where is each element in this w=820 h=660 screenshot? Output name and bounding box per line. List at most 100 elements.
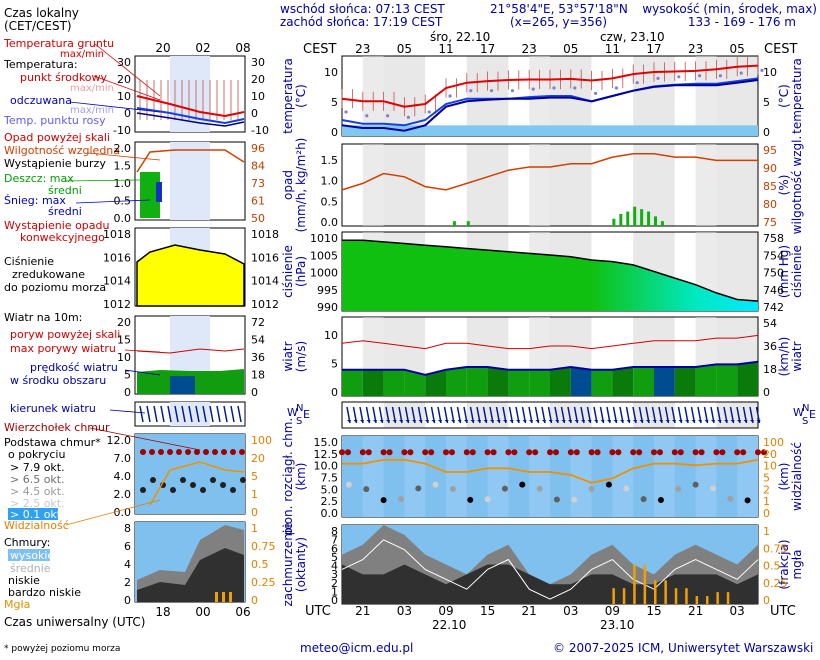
precip-bar — [466, 221, 470, 226]
felt-line — [341, 77, 759, 127]
cloud-tick-left: 5.0 — [321, 483, 339, 496]
wind-arrow-head — [516, 420, 520, 423]
mini-tick-left: 0 — [124, 386, 131, 399]
mini-cloud-base — [200, 487, 206, 493]
cloud-top-dot — [713, 449, 720, 456]
wind-arrow-head — [750, 420, 754, 423]
bottom-hour-label: 03 — [397, 604, 412, 618]
cloud-base-dot — [692, 481, 699, 488]
felt-dot — [739, 71, 743, 75]
wind-arrow-head — [373, 420, 377, 423]
felt-dot — [573, 86, 577, 90]
footer-email[interactable]: meteo@icm.edu.pl — [300, 641, 413, 655]
cc-tick-left: 5 — [331, 551, 338, 564]
wind-arrow-head — [522, 420, 527, 423]
legend-pointer — [87, 152, 161, 161]
felt-dot — [531, 87, 535, 91]
sky-band — [695, 436, 717, 517]
mini-wind-arrow — [209, 405, 214, 423]
footer-copyright: © 2007-2025 ICM, Uniwersytet Warszawski — [553, 641, 813, 655]
legend-pressure1: Ciśnienie — [4, 255, 54, 268]
pressure-tick-left: 1000 — [310, 267, 338, 280]
cloud-tick-left: 12.5 — [314, 448, 339, 461]
wind-arrow-head — [548, 420, 553, 423]
precip-tick-left: 0.5 — [321, 195, 339, 208]
sky-band — [446, 436, 467, 517]
night-band — [362, 144, 384, 226]
legend-dew: Temp. punktu rosy — [3, 114, 106, 127]
axis-title-left: zachmurzenie — [281, 522, 295, 606]
wind-area — [633, 367, 654, 396]
legend-wind-dir: kierunek wiatru — [10, 402, 96, 415]
wind-arrow-head — [646, 420, 650, 423]
time-band — [466, 56, 509, 136]
sky-band — [487, 436, 509, 517]
compass-n: N — [296, 403, 303, 414]
legend-rain-mid: średni — [48, 184, 82, 197]
mini-pressure — [136, 244, 245, 307]
legend-storm: Wystąpienie burzy — [4, 157, 106, 170]
wind-arrow-head — [698, 420, 702, 423]
wind-arrow-head — [737, 420, 741, 423]
axis-title-left-unit: (km) — [294, 462, 308, 490]
mini-bottom-hour: 06 — [235, 605, 250, 619]
mini-tick-left: 1018 — [103, 228, 131, 241]
top-hour-label: 11 — [438, 42, 453, 56]
mini-top-hour: 08 — [235, 41, 250, 55]
panel-tick-labels: 105010501.51.00.50.095908580751010100510… — [310, 66, 788, 607]
wind-arrow-head — [568, 420, 572, 423]
mini-tick-left: 15 — [117, 334, 131, 347]
visibility-tick-right: 100 — [763, 436, 784, 449]
mini-wind-blue — [170, 376, 195, 394]
precip-bar — [654, 216, 657, 226]
wind-arrow-head — [717, 420, 722, 423]
mini-night — [170, 142, 210, 220]
wind-arrow-head — [451, 420, 455, 423]
main-panels-background — [341, 55, 759, 605]
dew-line — [341, 79, 759, 132]
legend-humidity: Wilgotność względna — [4, 144, 120, 157]
mini-wind-arrow — [230, 405, 235, 423]
legend-visibility: Widzialność — [4, 519, 69, 532]
pressure-tick-left: 1005 — [310, 249, 338, 262]
mini-tick-right: 50 — [251, 212, 265, 225]
cloud-top-dot — [339, 449, 345, 456]
mini-tick-right: 84 — [251, 160, 265, 173]
utc-label-right: UTC — [770, 604, 796, 619]
cloud-top-dot — [380, 449, 387, 456]
mini-wind-arrow — [160, 405, 165, 423]
cloud-top-dot — [345, 449, 351, 456]
legend-okt25: > 2.5 okt. — [10, 497, 65, 510]
wind-arrow-head — [360, 420, 364, 423]
legend-temperature: Temperatura: — [3, 58, 78, 71]
time-band — [466, 144, 509, 226]
mini-tick-left: 0.0 — [114, 506, 132, 519]
mini-fog — [215, 592, 218, 602]
axis-title-left: wiatr — [281, 341, 295, 371]
legend-okt65: > 6.5 okt. — [10, 473, 65, 486]
wind-arrow-head — [620, 420, 624, 423]
cloud-base-dot — [571, 496, 578, 503]
mini-tick-right: 100 — [251, 434, 272, 447]
day1-label: śro, 22.10 — [430, 30, 490, 44]
sky-band — [737, 436, 758, 517]
elevation-title: wysokość (min, środek, max) — [642, 2, 817, 16]
fog-bar — [643, 564, 647, 604]
axis-title-left-unit: (mm/h, kg/m²h) — [294, 138, 308, 233]
wind-area — [695, 364, 717, 396]
sunrise-text: wschód słońca: 07:13 CEST — [280, 2, 445, 16]
axis-title-left-unit: (°C) — [294, 84, 308, 108]
top-hour-label: 17 — [646, 42, 661, 56]
mini-cloud-top — [149, 449, 155, 455]
night-band — [695, 144, 717, 226]
compass-s: S — [802, 416, 808, 427]
axis-title-right: ciśnienie — [790, 245, 804, 298]
wind-arrow-head — [581, 420, 585, 423]
precip-bar — [633, 206, 637, 226]
fog-tick-right: 0.75 — [763, 542, 788, 555]
fog-bar — [716, 592, 719, 604]
mini-tick-left: 12.0 — [107, 434, 132, 447]
mini-tick-right: 96 — [251, 142, 265, 155]
mini-cloud-base — [170, 487, 176, 493]
legend-ground-temp: Temperatura gruntu — [3, 37, 114, 50]
